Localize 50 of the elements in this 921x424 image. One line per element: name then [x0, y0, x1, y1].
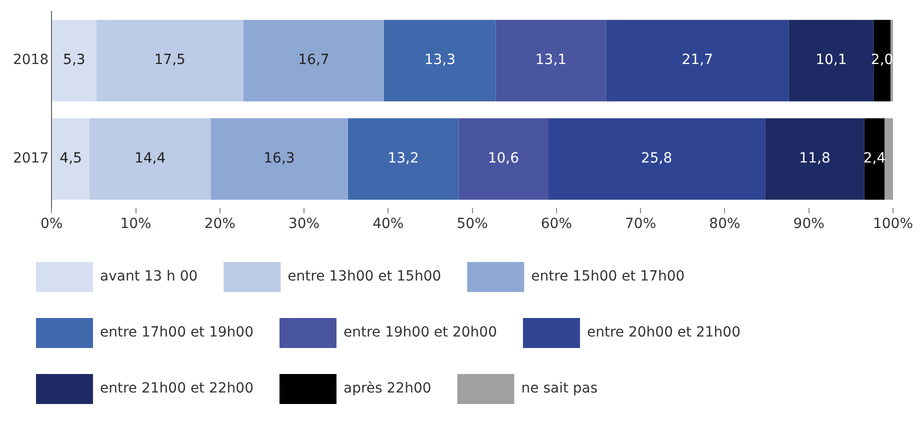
data-label: 4,5	[60, 150, 82, 167]
legend-label: ne sait pas	[521, 380, 598, 397]
data-label: 11,8	[799, 150, 830, 167]
x-tick-label: 40%	[372, 216, 404, 232]
data-label: 16,7	[298, 52, 330, 68]
bar	[52, 20, 96, 102]
data-label: 16,3	[264, 150, 295, 167]
data-label: 10,6	[488, 150, 520, 167]
legend-label: entre 21h00 et 22h00	[100, 380, 254, 397]
bar	[89, 118, 211, 200]
data-label: 21,7	[682, 52, 713, 68]
x-tick-label: 90%	[793, 216, 824, 232]
data-label: 17,5	[154, 52, 186, 68]
bar	[765, 118, 864, 200]
x-tick-label: 20%	[204, 216, 236, 232]
bar	[348, 118, 459, 200]
legend-label: entre 15h00 et 17h00	[531, 268, 685, 285]
x-tick-label: 60%	[540, 216, 572, 232]
data-label: 14,4	[134, 150, 166, 167]
x-tick-label: 30%	[288, 216, 320, 232]
data-label: 5,3	[63, 52, 86, 68]
bar	[458, 118, 548, 200]
legend-label: entre 19h00 et 20h00	[343, 324, 497, 341]
legend-label: après 22h00	[343, 380, 432, 397]
legend-label: avant 13 h 00	[100, 268, 198, 285]
x-tick-label: 70%	[625, 216, 656, 232]
bar	[496, 20, 606, 102]
x-tick-label: 50%	[456, 216, 488, 232]
bar	[96, 20, 244, 102]
legend-label: entre 13h00 et 15h00	[288, 268, 442, 285]
y-tick-label: 2018	[12, 52, 49, 68]
data-label: 10,1	[816, 52, 847, 68]
x-tick-label: 0%	[40, 216, 63, 232]
data-label: 13,3	[424, 52, 456, 68]
x-tick-label: 10%	[120, 216, 152, 232]
legend-label: entre 20h00 et 21h00	[586, 324, 740, 341]
bar	[243, 20, 384, 102]
data-label: 13,1	[535, 52, 567, 68]
y-tick-label: 2017	[12, 150, 49, 167]
bar	[384, 20, 496, 102]
x-tick-label: 100%	[872, 216, 914, 232]
bar	[52, 118, 90, 200]
data-label: 25,8	[640, 150, 672, 167]
bar	[606, 20, 789, 102]
bar	[884, 118, 893, 200]
data-label: 13,2	[388, 150, 419, 167]
bar	[548, 118, 766, 200]
x-tick-label: 80%	[709, 216, 740, 232]
bar	[210, 118, 348, 200]
legend-label: entre 17h00 et 19h00	[100, 324, 254, 341]
